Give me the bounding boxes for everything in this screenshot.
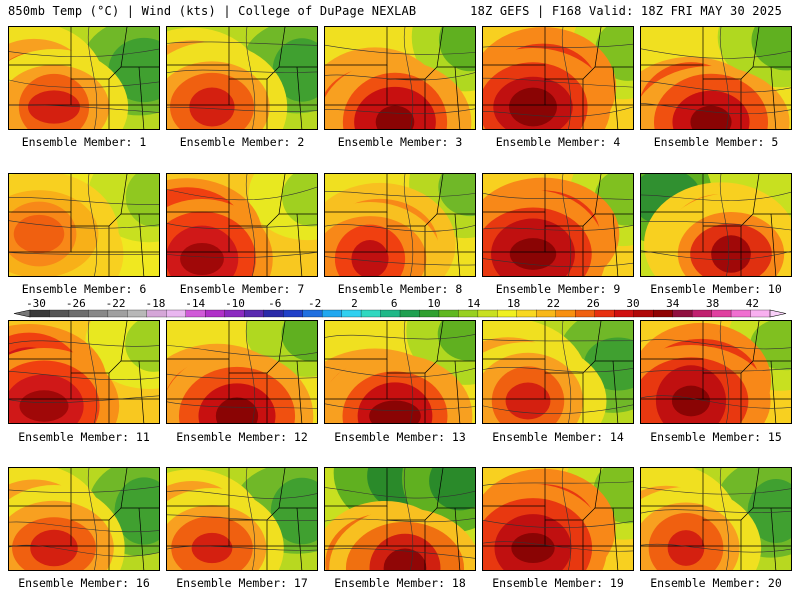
colorbar-tick-label: 6 bbox=[390, 297, 398, 310]
ensemble-member-caption: Ensemble Member: 14 bbox=[492, 430, 624, 444]
ensemble-member-caption: Ensemble Member: 9 bbox=[495, 282, 621, 296]
colorbar-tick-label: 10 bbox=[427, 297, 441, 310]
ensemble-map-panel bbox=[640, 26, 792, 130]
ensemble-map-panel bbox=[640, 467, 792, 571]
ensemble-member-caption: Ensemble Member: 2 bbox=[179, 135, 305, 149]
colorbar-tick-label: -30 bbox=[26, 297, 46, 310]
run-valid-time: 18Z GEFS | F168 Valid: 18Z FRI MAY 30 20… bbox=[470, 4, 782, 18]
ensemble-member-caption: Ensemble Member: 1 bbox=[21, 135, 147, 149]
ensemble-map-panel bbox=[482, 173, 634, 277]
ensemble-map-panel bbox=[8, 320, 160, 424]
colorbar-tick-label: -2 bbox=[307, 297, 322, 310]
ensemble-member-caption: Ensemble Member: 20 bbox=[650, 576, 782, 590]
ensemble-map-panel bbox=[166, 320, 318, 424]
colorbar-tick-label: -26 bbox=[65, 297, 86, 310]
colorbar-tick-label: 18 bbox=[506, 297, 521, 310]
colorbar-tick-label: 26 bbox=[586, 297, 600, 310]
ensemble-member-caption: Ensemble Member: 10 bbox=[650, 282, 782, 296]
ensemble-member-caption: Ensemble Member: 8 bbox=[337, 282, 463, 296]
ensemble-member-caption: Ensemble Member: 15 bbox=[650, 430, 782, 444]
ensemble-member-caption: Ensemble Member: 4 bbox=[495, 135, 621, 149]
colorbar-tick-label: 34 bbox=[666, 297, 680, 310]
colorbar-tick-label: 30 bbox=[626, 297, 640, 310]
ensemble-member-caption: Ensemble Member: 6 bbox=[21, 282, 147, 296]
ensemble-member-caption: Ensemble Member: 12 bbox=[176, 430, 308, 444]
ensemble-map-panel bbox=[166, 26, 318, 130]
colorbar-tick-label: 42 bbox=[745, 297, 760, 310]
ensemble-map-panel bbox=[8, 173, 160, 277]
ensemble-map-panel bbox=[324, 26, 476, 130]
ensemble-map-panel bbox=[324, 173, 476, 277]
chart-title: 850mb Temp (°C) | Wind (kts) | College o… bbox=[8, 4, 417, 18]
colorbar-tick-label: 22 bbox=[546, 297, 561, 310]
colorbar-tick-label: -6 bbox=[268, 297, 282, 310]
ensemble-map-panel bbox=[8, 467, 160, 571]
colorbar-tick-label: 38 bbox=[705, 297, 720, 310]
ensemble-map-panel bbox=[166, 173, 318, 277]
ensemble-member-caption: Ensemble Member: 19 bbox=[492, 576, 624, 590]
colorbar-tick-label: -18 bbox=[145, 297, 166, 310]
ensemble-member-caption: Ensemble Member: 7 bbox=[179, 282, 305, 296]
ensemble-map-panel bbox=[640, 173, 792, 277]
ensemble-map-panel bbox=[8, 26, 160, 130]
colorbar-tick-label: -22 bbox=[105, 297, 126, 310]
ensemble-member-caption: Ensemble Member: 13 bbox=[334, 430, 466, 444]
ensemble-map-panel bbox=[324, 467, 476, 571]
ensemble-member-caption: Ensemble Member: 16 bbox=[18, 576, 150, 590]
ensemble-map-panel bbox=[640, 320, 792, 424]
ensemble-map-panel bbox=[324, 320, 476, 424]
colorbar-tick-label: 14 bbox=[467, 297, 481, 310]
colorbar-tick-label: -14 bbox=[185, 297, 206, 310]
ensemble-member-caption: Ensemble Member: 11 bbox=[18, 430, 150, 444]
ensemble-map-panel bbox=[482, 320, 634, 424]
ensemble-map-panel bbox=[482, 467, 634, 571]
temperature-colorbar bbox=[13, 309, 787, 318]
ensemble-map-panel bbox=[482, 26, 634, 130]
ensemble-member-caption: Ensemble Member: 17 bbox=[176, 576, 308, 590]
colorbar-tick-label: 2 bbox=[351, 297, 358, 310]
ensemble-member-caption: Ensemble Member: 5 bbox=[653, 135, 779, 149]
ensemble-map-panel bbox=[166, 467, 318, 571]
ensemble-member-caption: Ensemble Member: 18 bbox=[334, 576, 466, 590]
ensemble-member-caption: Ensemble Member: 3 bbox=[337, 135, 463, 149]
colorbar-tick-label: -10 bbox=[225, 297, 245, 310]
